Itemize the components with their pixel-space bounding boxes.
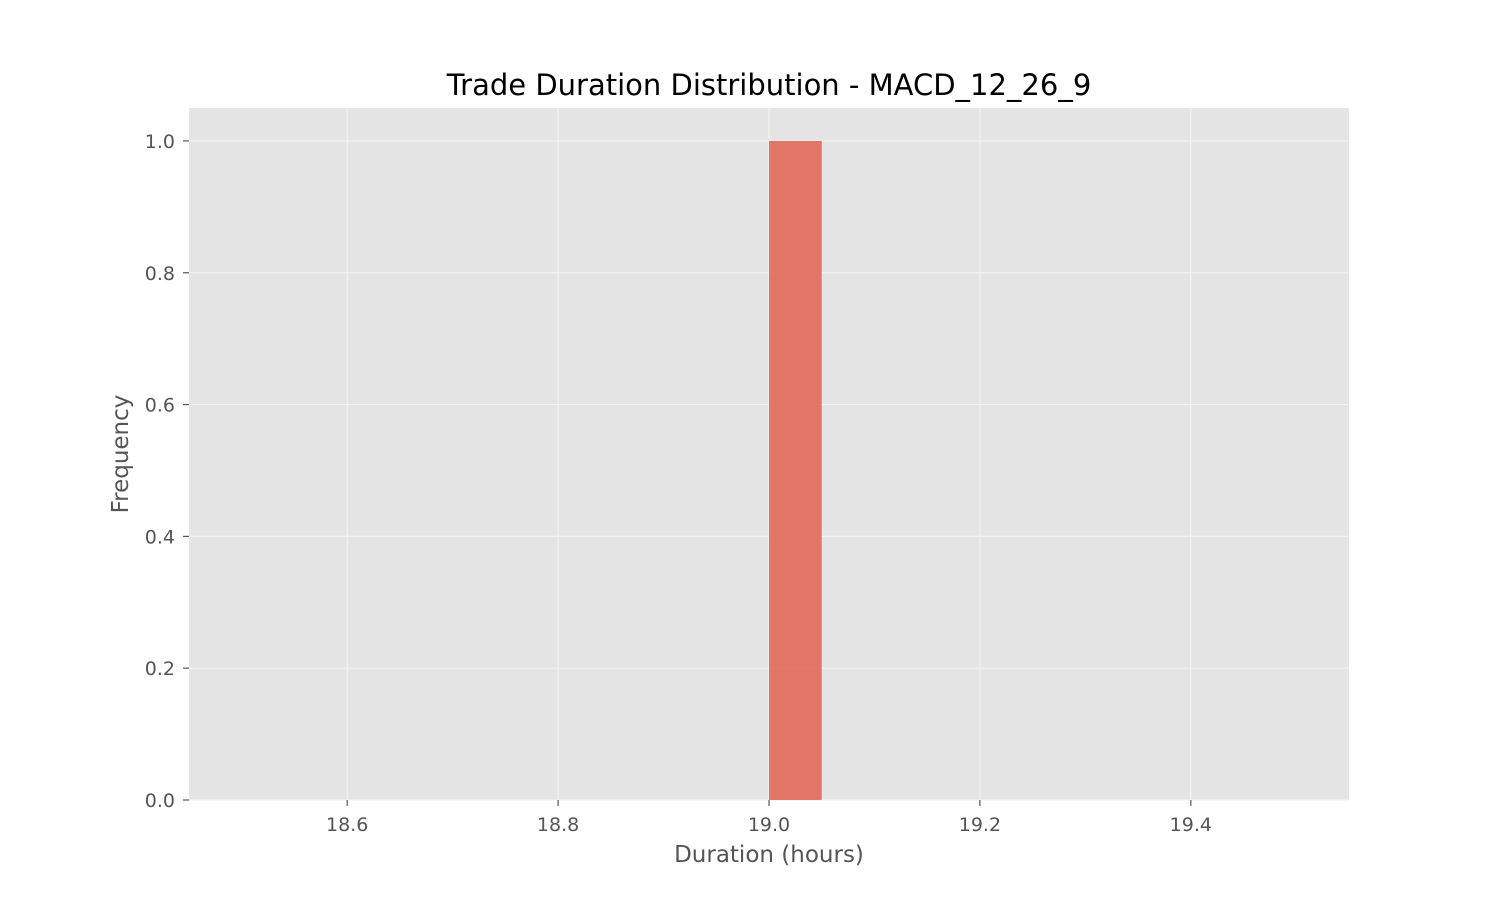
bars: [769, 140, 822, 800]
x-tick-label: 19.2: [959, 814, 1001, 836]
x-tick-label: 18.6: [326, 814, 368, 836]
y-tick-label: 1.0: [145, 131, 175, 153]
chart-title: Trade Duration Distribution - MACD_12_26…: [446, 68, 1092, 102]
y-axis-label: Frequency: [108, 395, 134, 514]
y-tick-label: 0.4: [145, 526, 175, 548]
x-tick-label: 19.4: [1170, 814, 1212, 836]
x-axis-ticks: 18.6 18.8 19.0 19.2 19.4: [326, 800, 1212, 836]
y-tick-label: 0.8: [145, 263, 175, 285]
y-axis-ticks: 0.0 0.2 0.4 0.6 0.8 1.0: [145, 131, 189, 812]
x-axis-label: Duration (hours): [674, 842, 864, 868]
y-tick-label: 0.2: [145, 658, 175, 680]
x-tick-label: 18.8: [537, 814, 579, 836]
y-tick-label: 0.6: [145, 395, 175, 417]
y-tick-label: 0.0: [145, 790, 175, 812]
x-tick-label: 19.0: [748, 814, 790, 836]
histogram-bar: [769, 140, 822, 800]
